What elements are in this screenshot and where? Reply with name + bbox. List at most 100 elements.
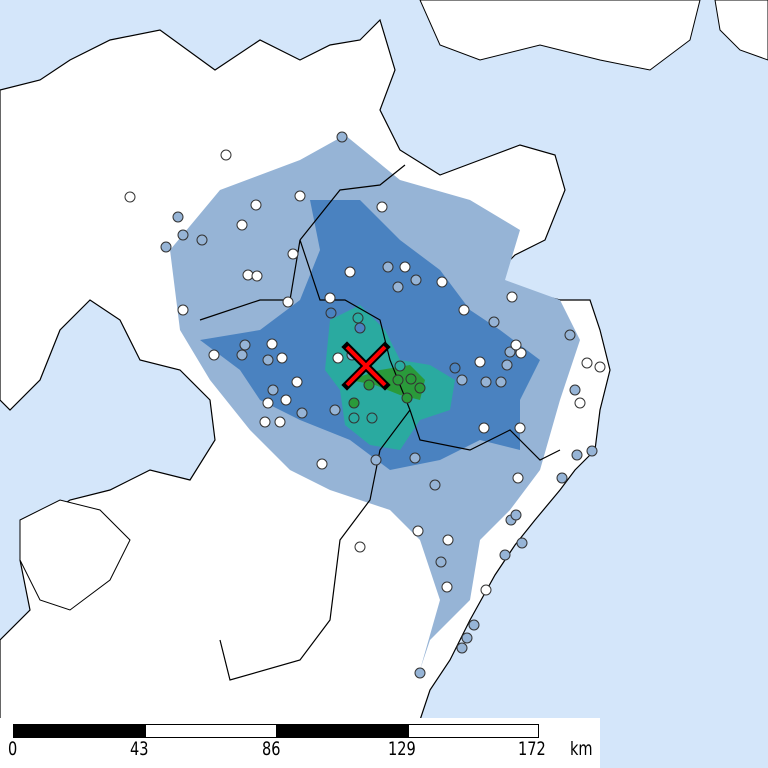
station-marker: [280, 394, 292, 406]
station-marker: [449, 362, 461, 374]
station-marker: [262, 397, 274, 409]
station-marker: [412, 525, 424, 537]
station-marker: [282, 296, 294, 308]
scale-segment: [408, 724, 539, 738]
station-marker: [478, 422, 490, 434]
station-marker: [495, 376, 507, 388]
station-marker: [488, 316, 500, 328]
scale-segment: [145, 724, 277, 738]
station-marker: [363, 379, 375, 391]
station-marker: [414, 382, 426, 394]
station-marker: [382, 261, 394, 273]
station-marker: [177, 304, 189, 316]
station-marker: [296, 407, 308, 419]
station-marker: [399, 261, 411, 273]
station-marker: [504, 346, 516, 358]
station-marker: [294, 190, 306, 202]
scale-label-86: 86: [262, 738, 281, 760]
station-marker: [510, 339, 522, 351]
station-marker: [196, 234, 208, 246]
station-marker: [499, 549, 511, 561]
station-marker: [456, 374, 468, 386]
land-island-left: [19, 499, 131, 611]
station-marker: [515, 347, 527, 359]
land-east: [714, 0, 768, 61]
station-marker: [586, 445, 598, 457]
scale-label-0: 0: [8, 738, 18, 760]
station-marker: [506, 291, 518, 303]
scale-label-43: 43: [130, 738, 149, 760]
station-marker: [177, 229, 189, 241]
station-marker: [250, 199, 262, 211]
station-marker: [324, 292, 336, 304]
epicenter-x-mark-icon: [341, 341, 391, 391]
station-marker: [251, 270, 263, 282]
station-marker: [366, 412, 378, 424]
scale-label-172: 172: [518, 738, 546, 760]
station-marker: [259, 416, 271, 428]
station-marker: [510, 509, 522, 521]
station-marker: [274, 416, 286, 428]
station-marker: [581, 357, 593, 369]
station-marker: [124, 191, 136, 203]
station-marker: [266, 338, 278, 350]
station-marker: [516, 537, 528, 549]
station-marker: [401, 392, 413, 404]
station-marker: [344, 266, 356, 278]
station-markers: [124, 131, 606, 679]
land-shikoku: [419, 0, 701, 71]
station-marker: [556, 472, 568, 484]
scale-unit: km: [570, 738, 593, 760]
station-marker: [236, 219, 248, 231]
station-marker: [291, 376, 303, 388]
scale-segment: [276, 724, 409, 738]
station-marker: [392, 374, 404, 386]
station-marker: [325, 307, 337, 319]
station-marker: [348, 412, 360, 424]
station-marker: [172, 211, 184, 223]
station-marker: [239, 339, 251, 351]
station-marker: [480, 376, 492, 388]
station-marker: [405, 373, 417, 385]
prefecture-boundary: [199, 164, 561, 681]
station-marker: [262, 354, 274, 366]
station-marker: [208, 349, 220, 361]
scale-label-129: 129: [388, 738, 416, 760]
station-marker: [468, 619, 480, 631]
scale-segment: [13, 724, 146, 738]
station-marker: [348, 397, 360, 409]
station-marker: [354, 541, 366, 553]
station-marker: [436, 276, 448, 288]
station-marker: [332, 352, 344, 364]
station-marker: [441, 581, 453, 593]
station-marker: [564, 329, 576, 341]
station-marker: [594, 361, 606, 373]
station-marker: [458, 304, 470, 316]
station-marker: [414, 667, 426, 679]
station-marker: [571, 449, 583, 461]
station-marker: [160, 241, 172, 253]
station-marker: [569, 384, 581, 396]
station-marker: [574, 397, 586, 409]
station-marker: [376, 201, 388, 213]
scale-bar: 0 43 86 129 172 km: [0, 718, 600, 768]
station-marker: [514, 422, 526, 434]
station-marker: [336, 131, 348, 143]
station-marker: [429, 479, 441, 491]
station-marker: [394, 360, 406, 372]
station-marker: [267, 384, 279, 396]
station-marker: [480, 584, 492, 596]
station-marker: [370, 454, 382, 466]
station-marker: [242, 269, 254, 281]
station-marker: [461, 632, 473, 644]
station-marker: [352, 312, 364, 324]
station-marker: [329, 404, 341, 416]
station-marker: [236, 349, 248, 361]
station-marker: [474, 356, 486, 368]
station-marker: [442, 534, 454, 546]
station-marker: [276, 352, 288, 364]
station-marker: [287, 248, 299, 260]
station-marker: [409, 452, 421, 464]
station-marker: [410, 274, 422, 286]
